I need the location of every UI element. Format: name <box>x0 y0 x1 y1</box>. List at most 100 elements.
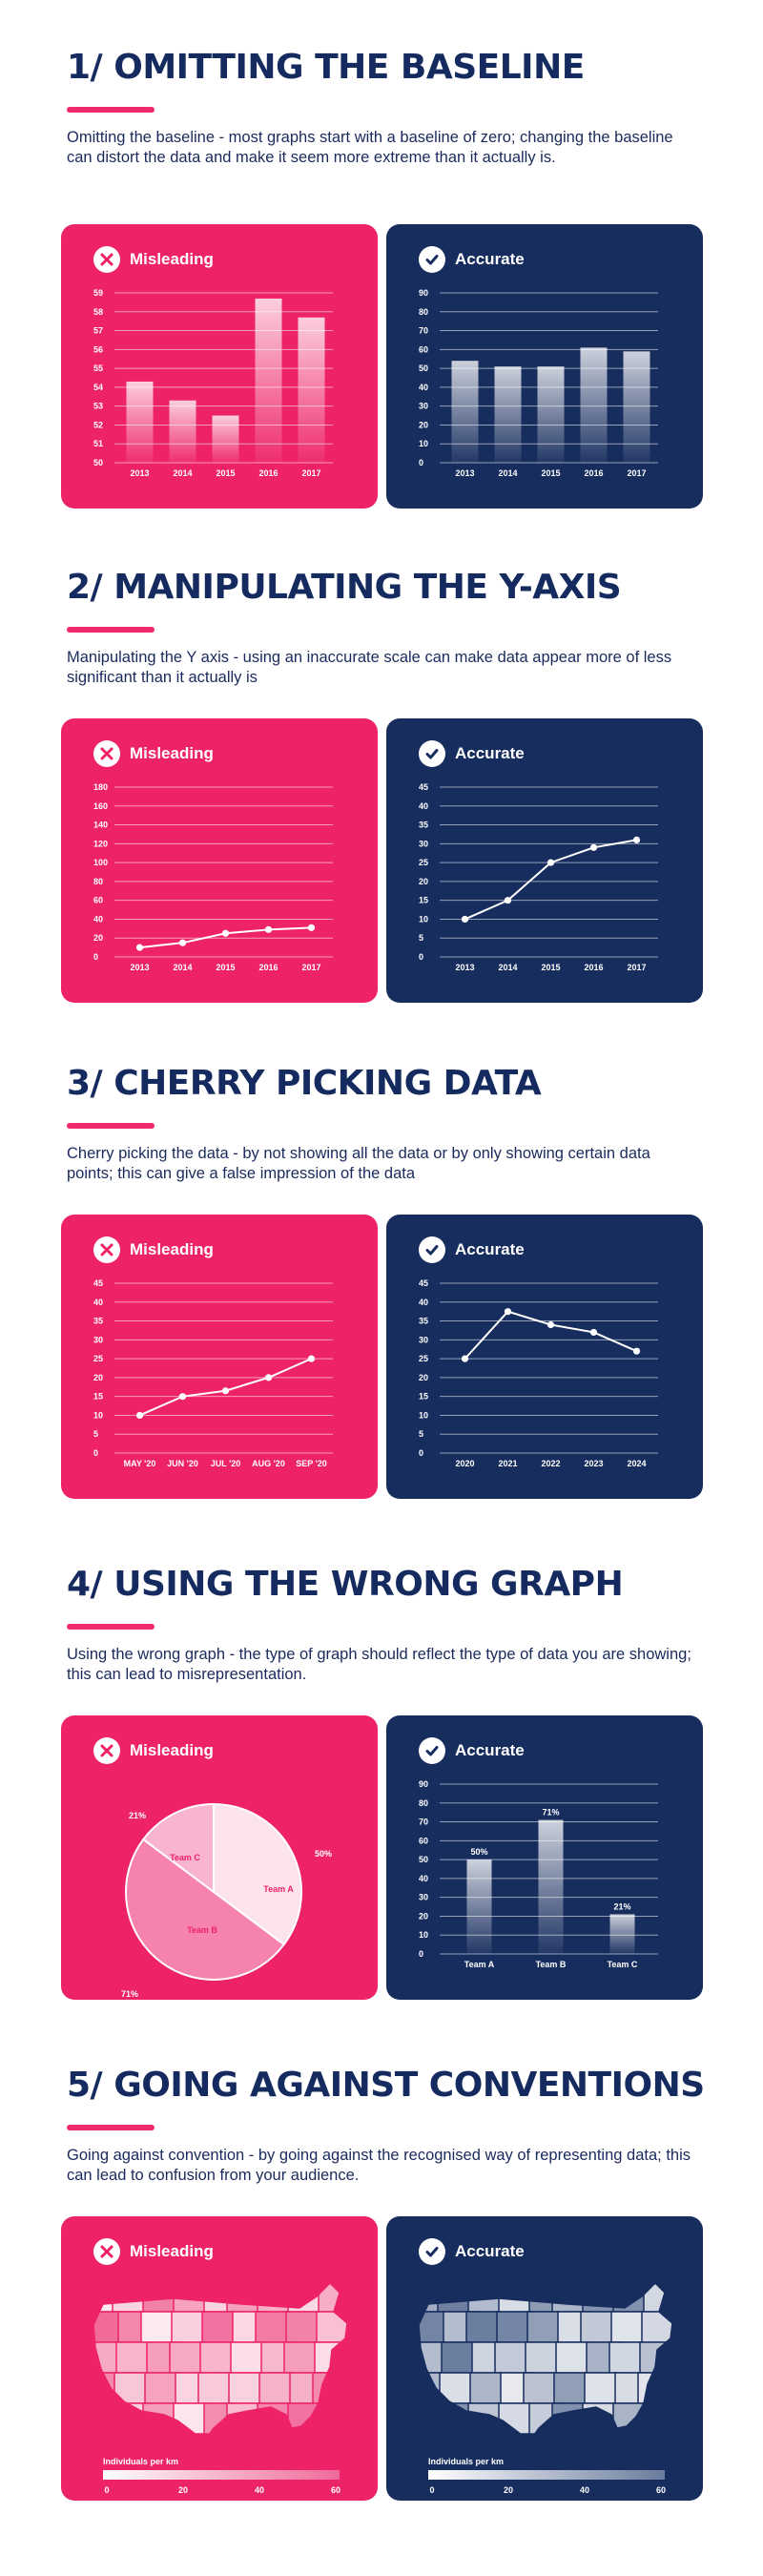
card-header: Accurate <box>419 739 525 768</box>
x-tick-label: 2013 <box>455 963 474 972</box>
card-header: Misleading <box>93 739 214 768</box>
x-tick-label: JUN '20 <box>167 1459 198 1468</box>
map-state <box>113 2372 150 2404</box>
map-state <box>255 2311 291 2343</box>
y-tick-label: 180 <box>93 782 108 792</box>
y-tick-label: 70 <box>419 1818 428 1827</box>
y-tick-label: 40 <box>419 1874 428 1883</box>
chart-bar-accurate: 0 10 20 30 40 50 60 70 80 90 Team A 50% Team B 71% Tea… <box>419 1779 658 1969</box>
map-state <box>525 2341 561 2374</box>
cross-icon <box>93 740 120 767</box>
y-tick-label: 15 <box>93 1392 103 1402</box>
x-tick-label: JUL '20 <box>211 1459 241 1468</box>
legend-tick-label: 0 <box>429 2485 434 2495</box>
legend-gradient-bar <box>103 2470 340 2480</box>
x-tick-label: 2017 <box>301 468 320 478</box>
section-against-conventions: 5/ GOING AGAINST CONVENTIONS Going again… <box>0 2066 763 2524</box>
misleading-card: Misleading Individuals per km 0 20 40 60 <box>61 2216 378 2501</box>
chart-cherry-accurate: 0 5 10 15 20 25 30 35 40 45 2020 2021 2022 2023 2024 <box>419 1278 658 1468</box>
section-title: 4/ USING THE WRONG GRAPH <box>67 1565 624 1604</box>
slice-value-label: 71% <box>121 1989 138 1999</box>
map-state <box>258 2372 295 2404</box>
x-tick-label: AUG '20 <box>252 1459 285 1468</box>
slice-label: Team B <box>187 1925 217 1935</box>
y-tick-label: 50 <box>419 1855 428 1864</box>
y-tick-label: 30 <box>93 1335 103 1344</box>
x-tick-label: Team A <box>464 1960 495 1969</box>
y-tick-label: 54 <box>93 383 103 392</box>
y-tick-label: 50 <box>93 458 103 467</box>
check-icon <box>419 1236 445 1263</box>
data-point <box>632 1347 641 1355</box>
card-label-accurate: Accurate <box>455 1240 525 1258</box>
y-tick-label: 25 <box>93 1354 103 1363</box>
y-tick-label: 35 <box>419 821 428 830</box>
map-states <box>419 2283 672 2435</box>
data-point <box>589 843 598 851</box>
x-tick-label: Team B <box>536 1960 567 1969</box>
x-tick-label: 2015 <box>216 963 235 972</box>
section-title: 2/ MANIPULATING THE Y-AXIS <box>67 568 622 607</box>
y-tick-label: 90 <box>419 1779 428 1789</box>
map-state <box>523 2372 559 2404</box>
map-state <box>171 2311 207 2343</box>
x-tick-label: 2014 <box>173 468 192 478</box>
data-point <box>307 1355 316 1362</box>
slice-value-label: 21% <box>129 1811 146 1820</box>
card-label-misleading: Misleading <box>130 744 214 762</box>
accurate-card: Accurate 0 10 20 30 40 50 60 70 80 90 2013 2014 2015… <box>386 224 703 509</box>
card-header: Accurate <box>419 245 525 274</box>
y-tick-label: 40 <box>93 1298 103 1307</box>
section-title: 3/ CHERRY PICKING DATA <box>67 1064 542 1103</box>
y-tick-label: 0 <box>419 458 423 467</box>
y-tick-label: 10 <box>419 914 428 924</box>
map-state <box>197 2372 234 2404</box>
map-state <box>643 2402 672 2435</box>
legend-tick-label: 40 <box>255 2485 264 2495</box>
y-tick-label: 70 <box>419 326 428 336</box>
y-tick-label: 30 <box>419 1335 428 1344</box>
legend-tick-label: 60 <box>656 2485 666 2495</box>
section-description: Manipulating the Y axis - using an inacc… <box>67 649 672 686</box>
map-state <box>496 2311 532 2343</box>
data-point <box>221 1387 230 1395</box>
card-label-misleading: Misleading <box>130 2242 214 2260</box>
map-state <box>287 2402 323 2435</box>
series-line <box>139 1358 312 1417</box>
map-state <box>610 2311 647 2343</box>
card-label-misleading: Misleading <box>130 1240 214 1258</box>
cross-icon <box>93 1236 120 1263</box>
section-description: Using the wrong graph - the type of grap… <box>67 1646 691 1683</box>
data-point <box>264 925 273 933</box>
map-state <box>580 2311 616 2343</box>
x-tick-label: 2022 <box>541 1459 560 1468</box>
y-tick-label: 80 <box>419 1798 428 1808</box>
map-state <box>437 2402 473 2435</box>
bar <box>126 381 154 463</box>
bar <box>466 1859 492 1954</box>
y-tick-label: 10 <box>419 1930 428 1940</box>
us-map-misleading: Individuals per km 0 20 40 60 <box>93 2281 348 2495</box>
map-state <box>551 2283 588 2313</box>
map-state <box>228 2372 264 2404</box>
data-point <box>632 836 641 843</box>
x-tick-label: 2017 <box>627 468 646 478</box>
map-state <box>584 2372 620 2404</box>
map-state <box>93 2341 121 2374</box>
y-tick-label: 53 <box>93 402 103 411</box>
misleading-card: Misleading 0 20 40 60 80 100 120 140 160 180 2013 2… <box>61 718 378 1003</box>
map-state <box>173 2283 209 2313</box>
map-state <box>439 2372 475 2404</box>
map-state <box>498 2283 534 2313</box>
card-header: Misleading <box>93 245 214 274</box>
section-cherry-picking: 3/ CHERRY PICKING DATA Cherry picking th… <box>0 1064 763 1522</box>
y-tick-label: 40 <box>419 801 428 811</box>
x-tick-label: 2014 <box>173 963 192 972</box>
section-manipulating-y-axis: 2/ MANIPULATING THE Y-AXIS Manipulating … <box>0 568 763 1016</box>
x-tick-label: 2024 <box>627 1459 646 1468</box>
y-tick-label: 60 <box>419 1836 428 1845</box>
x-tick-label: 2015 <box>216 468 235 478</box>
y-tick-label: 15 <box>419 896 428 905</box>
y-tick-label: 60 <box>419 344 428 354</box>
check-icon <box>419 1737 445 1764</box>
